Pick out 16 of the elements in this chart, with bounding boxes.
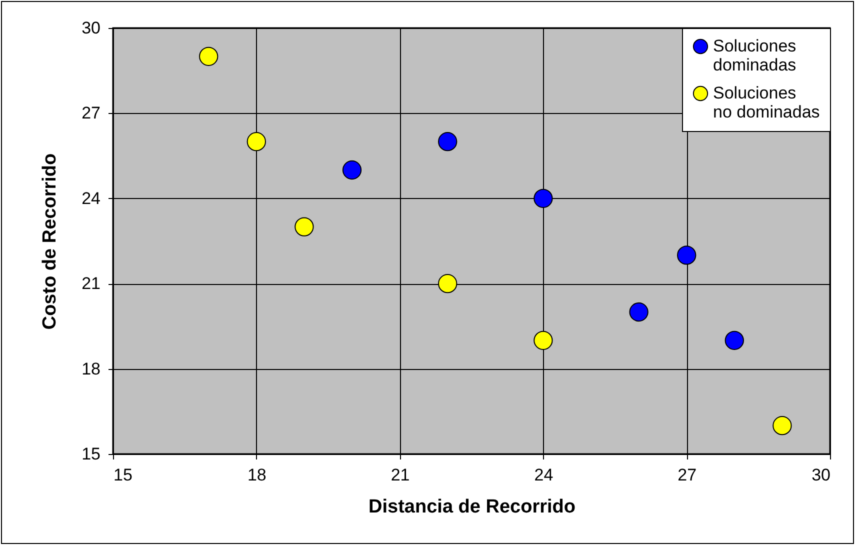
y-tick-label: 24 [82, 188, 100, 208]
y-axis-title: Costo de Recorrido [40, 153, 61, 330]
y-tick-label: 15 [82, 444, 100, 464]
legend-label: Soluciones no dominadas [713, 84, 820, 122]
y-tick-label: 18 [82, 359, 100, 378]
x-tick-label: 27 [678, 466, 697, 484]
y-tick-label: 27 [82, 104, 100, 123]
x-tick-label: 18 [247, 466, 266, 484]
y-tick-label: 30 [82, 18, 100, 38]
x-tick-label: 24 [534, 466, 554, 484]
y-tick-label: 21 [82, 274, 100, 294]
x-tick-label: 30 [812, 466, 830, 484]
x-tick-label: 21 [390, 466, 410, 484]
x-axis-title: Distancia de Recorrido [368, 496, 576, 518]
legend-label: Soluciones dominadas [713, 36, 796, 74]
x-tick-label: 15 [114, 466, 132, 484]
